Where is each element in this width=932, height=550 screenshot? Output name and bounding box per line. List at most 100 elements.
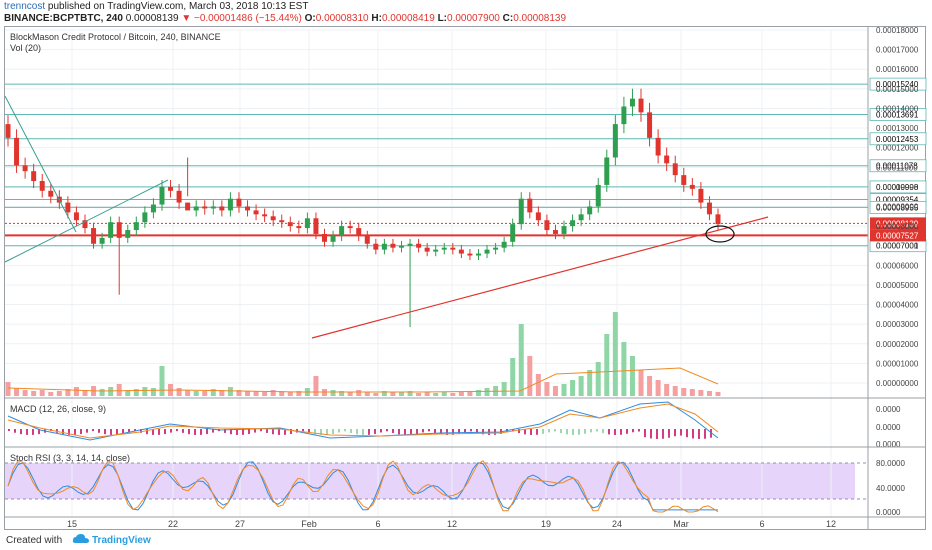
volume-bar [193, 391, 199, 396]
volume-bar [672, 386, 678, 396]
candle-body [270, 216, 276, 221]
macd-histogram-bar [620, 429, 622, 435]
candle-body [561, 226, 567, 234]
candle-body [629, 98, 635, 107]
volume-bar [5, 382, 11, 396]
macd-histogram-bar [242, 429, 244, 435]
price-tick-label: 0.00007000 [876, 242, 919, 251]
volume-bar [253, 391, 259, 396]
candle-body [304, 218, 310, 229]
volume-bar [407, 391, 413, 396]
volume-bar [535, 374, 541, 396]
macd-histogram-bar [608, 429, 610, 435]
candle-body [185, 202, 191, 211]
candle-body [108, 222, 114, 238]
candle-body [287, 222, 293, 227]
volume-bar [544, 382, 550, 396]
macd-histogram-bar [158, 429, 160, 435]
macd-histogram-bar [662, 429, 664, 439]
macd-tick-label: 0.0000 [876, 405, 901, 414]
macd-histogram-bar [392, 429, 394, 434]
candle-body [99, 237, 105, 244]
publish-info: published on TradingView.com, March 03, … [47, 1, 309, 12]
macd-histogram-bar [470, 429, 472, 432]
price-tick-label: 0.00003000 [876, 320, 919, 329]
macd-histogram-bar [464, 429, 466, 433]
macd-histogram-bar [638, 429, 640, 432]
high-value: 0.00008419 [381, 13, 435, 24]
candle-body [364, 235, 370, 244]
volume-bar [424, 392, 430, 396]
volume-bar [561, 384, 567, 396]
volume-bar [150, 388, 156, 396]
macd-histogram-bar [326, 429, 328, 435]
axis-labels: 0.00018000 0.00017000 0.00016000 0.00015000… [67, 26, 919, 529]
volume-bar [706, 391, 712, 396]
macd-histogram-bar [68, 429, 70, 435]
volume-ma-line [7, 367, 719, 393]
volume-bar [510, 358, 516, 396]
candle-body [433, 249, 439, 252]
volume-bar [82, 390, 88, 396]
time-tick-label: 15 [67, 519, 77, 529]
macd-histogram-bar [206, 429, 208, 435]
candle-body [655, 137, 661, 156]
candle-body [475, 253, 481, 256]
stoch-tick-label: 80.0000 [876, 459, 905, 468]
candle-body [672, 163, 678, 176]
macd-histogram-bar [56, 429, 58, 433]
macd-histogram-bar [686, 429, 688, 438]
volume-bar [133, 389, 139, 396]
macd-histogram-bar [386, 429, 388, 432]
macd-histogram-bar [134, 429, 136, 432]
volume-bar [484, 388, 490, 396]
macd-histogram-bar [32, 429, 34, 435]
macd-histogram-bar [632, 429, 634, 433]
volume-bar [518, 324, 524, 396]
stoch-tick-label: 0.0000 [876, 508, 901, 517]
price-levels: 0.00015240 0.00013691 0.00012453 0.00011078… [5, 77, 927, 253]
volume-bar [570, 380, 576, 396]
volume-bar [236, 390, 242, 396]
chart-frame [4, 26, 926, 530]
macd-histogram-bar [86, 429, 88, 433]
macd-pane [7, 401, 719, 441]
level-label: 0.00009998 [876, 183, 919, 192]
candle-body [698, 188, 704, 203]
macd-histogram-bar [254, 429, 256, 433]
macd-histogram-bar [614, 429, 616, 435]
time-tick-label: 27 [235, 519, 245, 529]
candle-body [381, 243, 387, 250]
price-tick-label: 0.00005000 [876, 281, 919, 290]
macd-histogram-bar [188, 429, 190, 435]
macd-histogram-bar [140, 429, 142, 433]
volume-bar [458, 392, 464, 396]
level-label: 0.00011078 [876, 162, 918, 171]
volume-bar [39, 390, 45, 396]
candle-body [5, 124, 11, 138]
macd-histogram-bar [260, 429, 262, 432]
volume-bar [655, 380, 661, 396]
macd-histogram-bar [164, 429, 166, 435]
candle-body [681, 175, 687, 185]
volume-bar [22, 390, 28, 396]
candle-body [210, 206, 216, 209]
candle-body [125, 230, 131, 238]
candle-body [142, 212, 148, 223]
author-link[interactable]: trenncost [4, 1, 46, 12]
chart-title: BlockMason Credit Protocol / Bitcoin, 24… [10, 32, 221, 42]
time-tick-label: 6 [759, 519, 764, 529]
volume-bar [664, 384, 670, 396]
volume-bar [433, 393, 439, 396]
volume-bar [116, 384, 122, 396]
tradingview-brand[interactable]: TradingView [92, 535, 151, 546]
volume-bar [595, 362, 601, 396]
volume-bars [5, 312, 721, 396]
candle-body [484, 249, 490, 254]
macd-histogram-bar [422, 429, 424, 433]
price-tick-label: 0.00018000 [876, 26, 919, 35]
price-tick-label: 0.00010000 [876, 183, 919, 192]
open-label: O: [304, 13, 316, 24]
macd-histogram-bar [518, 429, 520, 434]
